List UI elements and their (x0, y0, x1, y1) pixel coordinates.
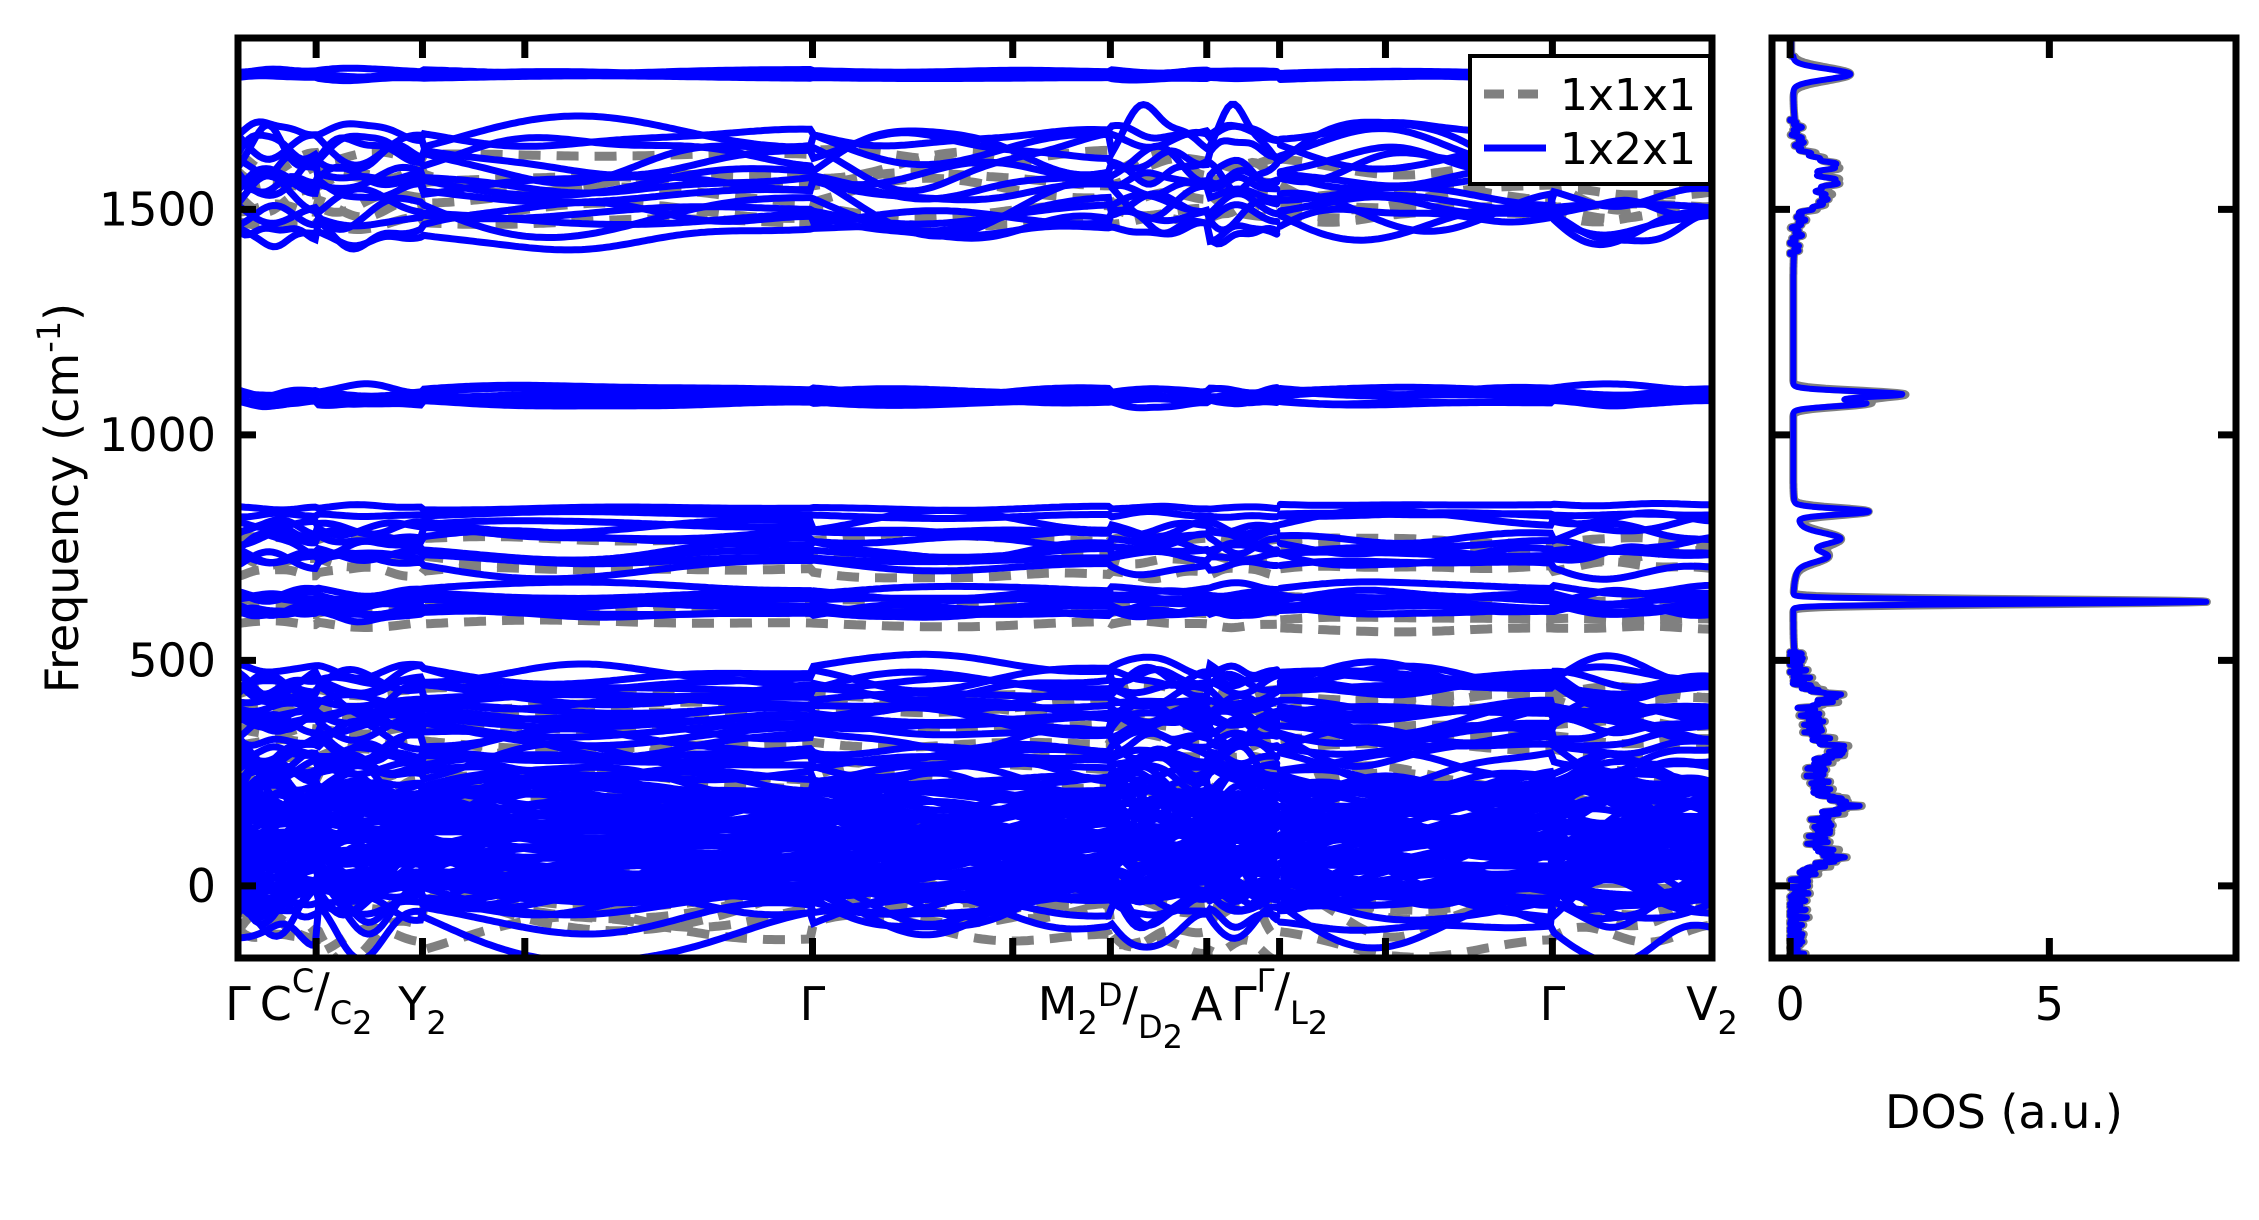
acoustic-imaginary-1x1x1 (421, 878, 814, 924)
bands-axes-frame (234, 34, 1716, 962)
band-xtick-label: V2 (1686, 977, 1738, 1042)
band-xtick-label: A (1191, 977, 1223, 1031)
band-curve-1x1x1 (238, 615, 1712, 637)
band-curve-1x2x1 (238, 578, 1712, 602)
band-curves (238, 64, 1712, 958)
dos-xtick-label: 0 (1776, 977, 1805, 1031)
y-axis-label: Frequency (cm-1) (30, 303, 89, 693)
band-ytick-label: 0 (187, 859, 216, 913)
band-xtick-label: M2D/D2 (1038, 976, 1183, 1056)
band-xtick-label: Γ (1540, 977, 1566, 1031)
band-xtick-label: Y2 (397, 977, 446, 1042)
dos-xtick-label: 5 (2035, 977, 2064, 1031)
dos-curves (1786, 38, 2211, 958)
bands-plot-area (238, 38, 1712, 958)
band-curve-1x2x1 (238, 506, 1712, 539)
band-curve-1x1x1 (238, 907, 1712, 958)
dos-axes-frame (1768, 34, 2240, 962)
band-curve-1x1x1 (238, 173, 1712, 227)
band-ytick-label: 1000 (99, 408, 216, 462)
band-curve-1x2x1 (238, 650, 1712, 691)
band-curve-1x2x1 (238, 380, 1712, 401)
band-curve-1x1x1 (238, 557, 1712, 584)
acoustic-imaginary-1x1x1 (1108, 878, 1282, 911)
dos-axis-label: DOS (a.u.) (1885, 1085, 2123, 1139)
band-xtick-label: CC/C2 (260, 962, 373, 1042)
acoustic-imaginary-1x1x1 (421, 878, 814, 912)
dos-curve-1x2x1 (1787, 38, 2210, 958)
band-curve-1x2x1 (238, 781, 1712, 814)
band-xtick-label: Γ (800, 977, 826, 1031)
band-curve-1x2x1 (238, 757, 1712, 832)
band-xtick-label: ΓΓ/L2 (1231, 962, 1328, 1042)
band-curve-1x1x1 (238, 729, 1712, 756)
band-curve-1x1x1 (238, 528, 1712, 550)
band-xtick-label: Γ (225, 977, 251, 1031)
acoustic-imaginary-1x1x1 (1549, 879, 1712, 931)
band-curve-1x2x1 (238, 707, 1712, 767)
band-ytick-label: 1500 (99, 182, 216, 236)
band-ytick-label: 500 (128, 633, 216, 687)
band-curve-1x2x1 (238, 500, 1712, 514)
band-curve-1x2x1 (238, 183, 1712, 228)
legend-label-1x1x1: 1x1x1 (1560, 70, 1696, 121)
band-curve-1x1x1 (238, 603, 1712, 625)
band-curve-1x2x1 (238, 702, 1712, 751)
legend-box (1468, 54, 1712, 186)
dos-plot-area (1772, 38, 2236, 958)
legend-label-1x2x1: 1x2x1 (1560, 124, 1696, 175)
